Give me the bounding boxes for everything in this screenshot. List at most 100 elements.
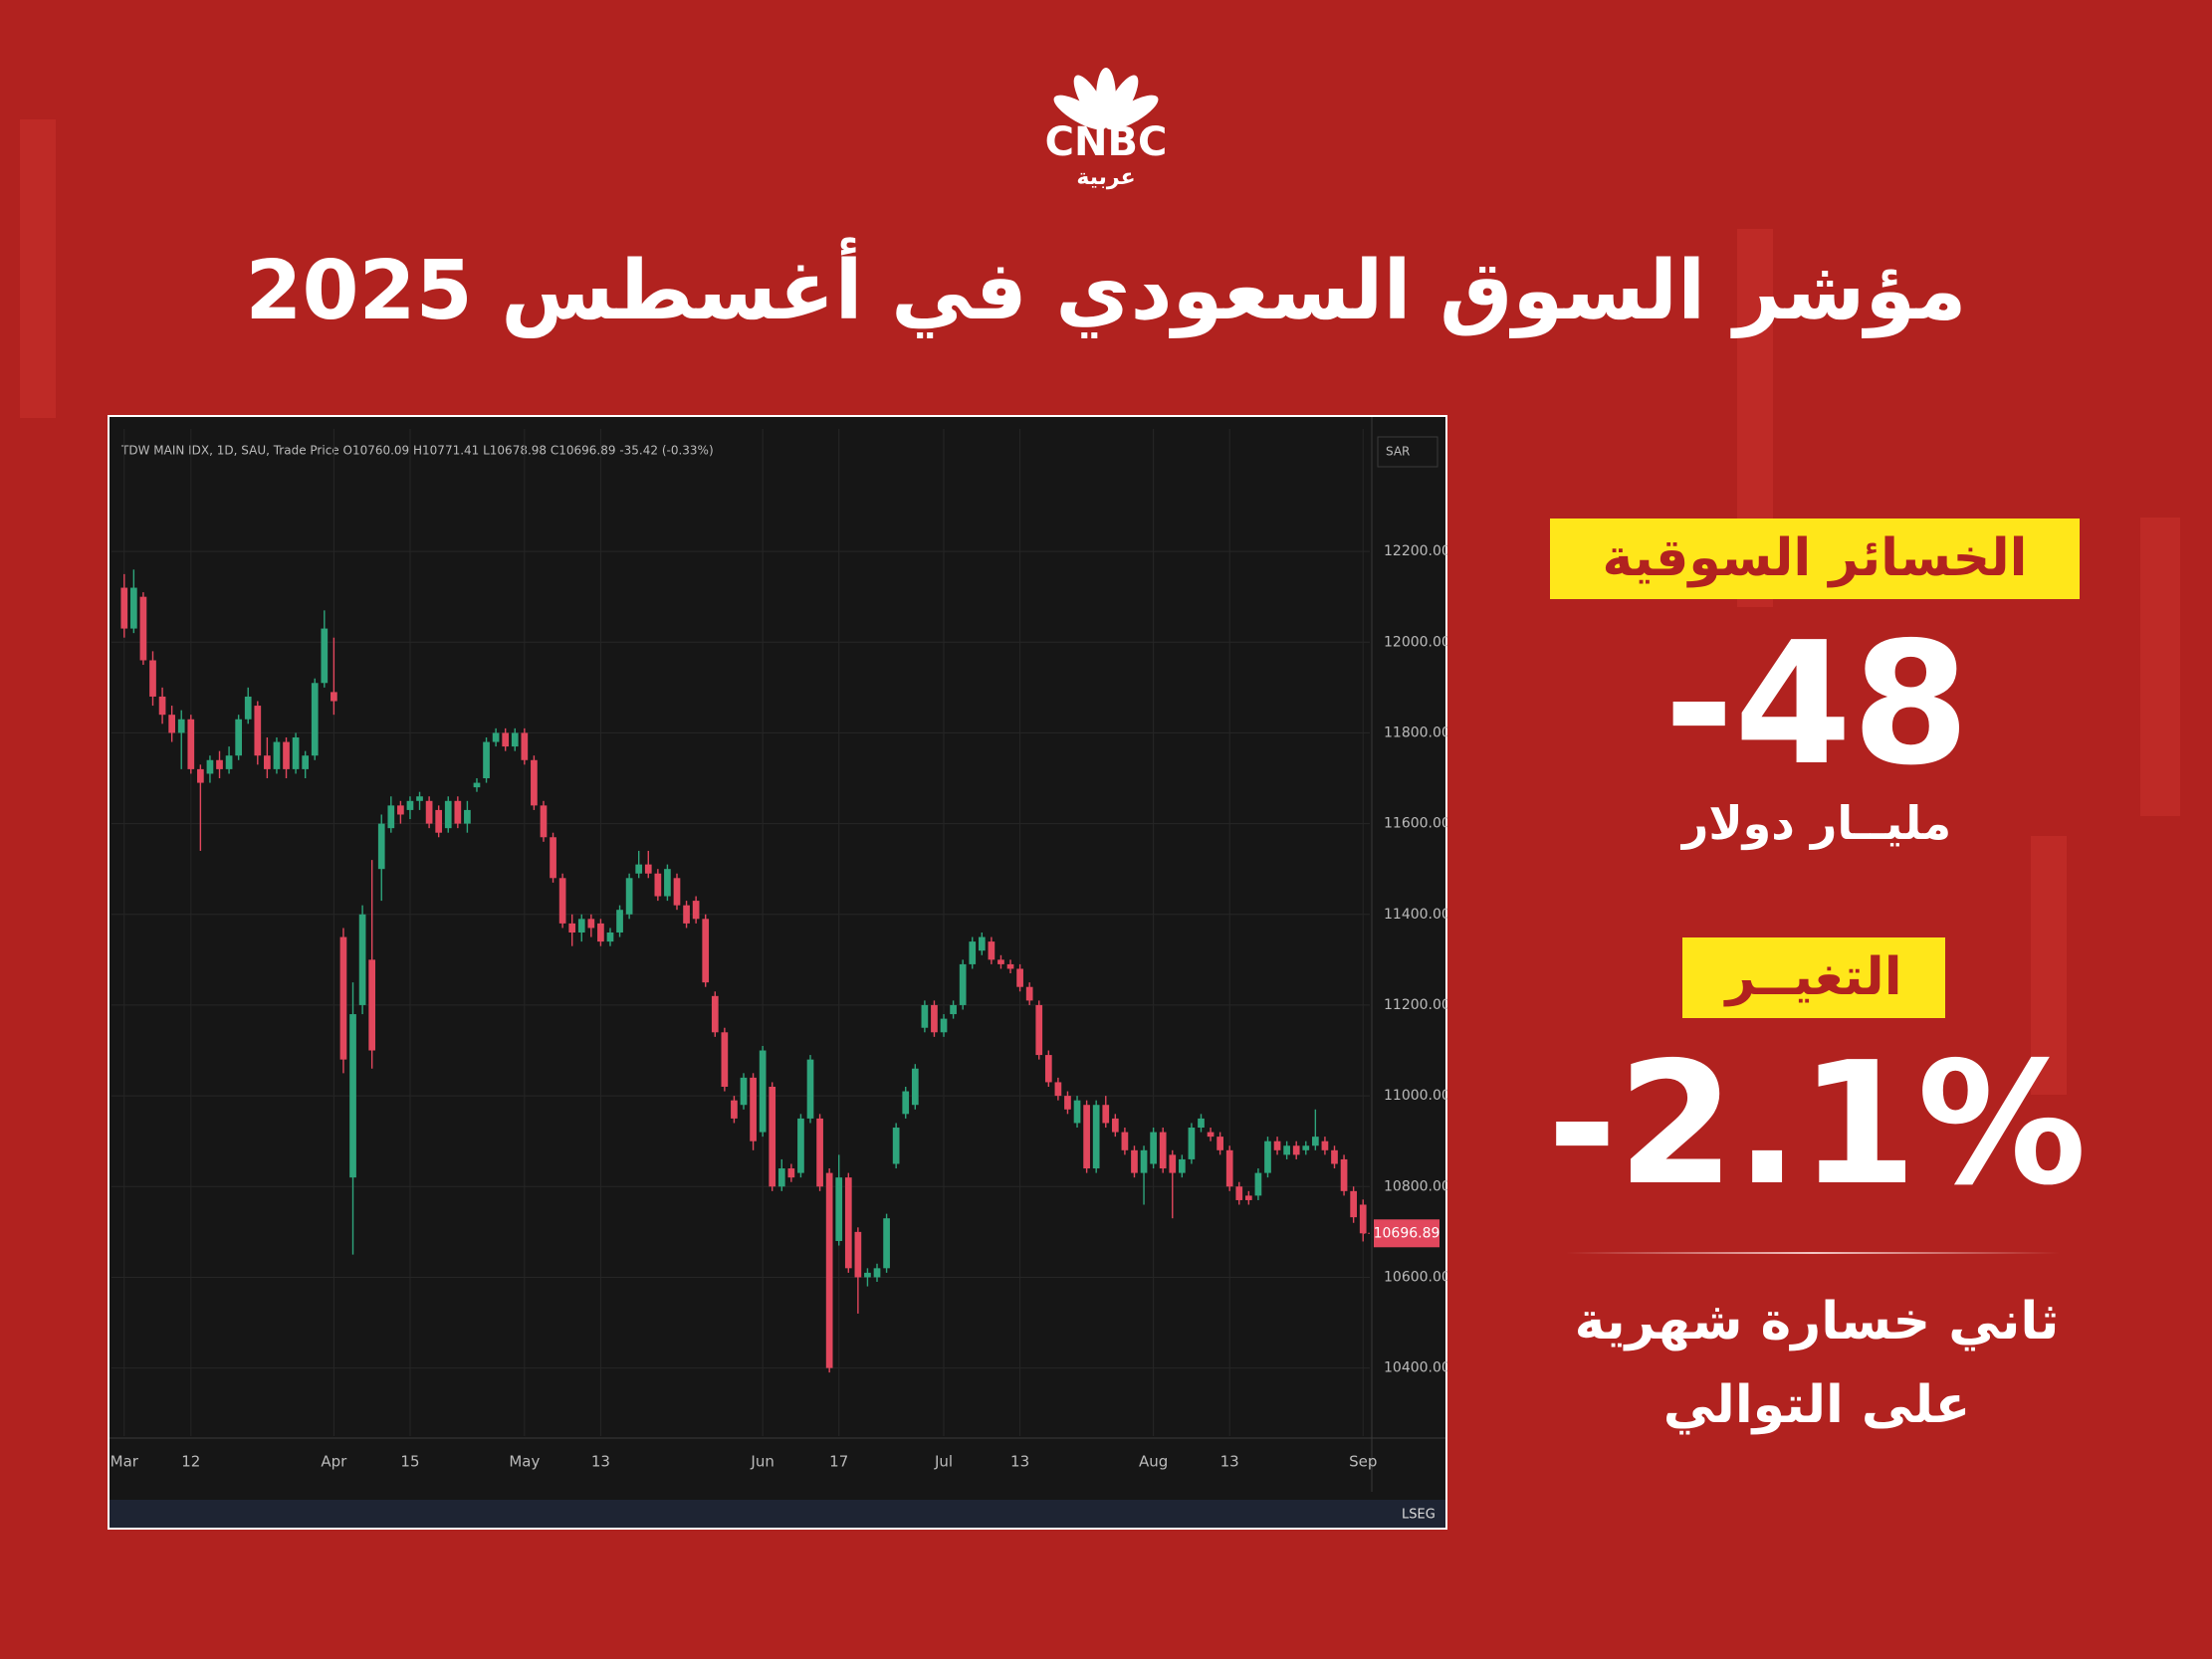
candle-body xyxy=(1054,1082,1062,1097)
candle-body xyxy=(558,878,566,924)
x-tick-label: 13 xyxy=(1220,1453,1239,1471)
chart-subtitle: TDW MAIN IDX, 1D, SAU, Trade Price O1076… xyxy=(120,444,714,458)
candle-body xyxy=(425,800,433,824)
candle-body xyxy=(331,692,337,702)
candle-body xyxy=(1006,963,1014,969)
candle-body xyxy=(273,741,281,769)
y-tick-label: 12000.00 xyxy=(1384,634,1447,650)
candle-body xyxy=(616,910,623,933)
x-tick-label: Apr xyxy=(321,1453,347,1471)
y-tick-label: 11200.00 xyxy=(1384,997,1447,1013)
chart: TDW MAIN IDX, 1D, SAU, Trade Price O1076… xyxy=(108,415,1447,1530)
candle-body xyxy=(1111,1118,1119,1133)
candle-body xyxy=(864,1272,871,1278)
candle-body xyxy=(1188,1128,1196,1159)
candle-body xyxy=(844,1177,852,1269)
candle-body xyxy=(1359,1204,1367,1234)
currency-box xyxy=(1377,436,1438,468)
x-tick-label: Jul xyxy=(934,1453,953,1471)
loss-value: -48 xyxy=(1663,606,1970,803)
candle-body xyxy=(587,919,595,929)
candle-body xyxy=(521,732,529,760)
candle-body xyxy=(797,1118,804,1173)
candle-body xyxy=(339,936,347,1060)
candle-body xyxy=(377,823,385,870)
candle-body xyxy=(1340,1158,1348,1191)
candle-body xyxy=(1225,1149,1233,1187)
candle-body xyxy=(664,869,671,897)
candle-body xyxy=(264,755,271,769)
candle-body xyxy=(702,919,710,983)
candle-body xyxy=(473,782,481,788)
candle-body xyxy=(940,1018,948,1033)
x-tick-label: Aug xyxy=(1139,1453,1168,1471)
candle-body xyxy=(959,963,967,1005)
candle-body xyxy=(1292,1145,1300,1155)
candle-body xyxy=(416,796,423,801)
candle-body xyxy=(769,1086,776,1187)
candle-body xyxy=(921,1004,929,1028)
candle-body xyxy=(854,1231,862,1278)
candle-body xyxy=(435,809,443,833)
chart-background xyxy=(110,417,1445,1528)
candle-body xyxy=(483,741,490,779)
note-line: ثاني خسارة شهرية xyxy=(1574,1292,2060,1351)
candle-body xyxy=(531,759,538,806)
candle-body xyxy=(311,683,319,756)
candle-body xyxy=(1235,1186,1243,1200)
candle-body xyxy=(244,696,252,720)
title: مؤشر السوق السعودي في أغسطس 2025 xyxy=(245,244,1967,338)
logo-text: CNBC xyxy=(1044,119,1168,165)
candle-body xyxy=(1207,1132,1215,1138)
candle-body xyxy=(1169,1154,1177,1173)
candle-body xyxy=(902,1091,910,1115)
candle-body xyxy=(197,768,204,783)
candle-body xyxy=(254,706,262,756)
candle-body xyxy=(1092,1105,1100,1169)
candle-body xyxy=(673,878,681,906)
loss-label: الخسائر السوقية xyxy=(1550,518,2080,599)
candle-body xyxy=(292,736,300,769)
candle-body xyxy=(120,587,128,629)
decoration xyxy=(20,119,56,418)
candle-body xyxy=(1102,1105,1110,1124)
change-value: -2.1% xyxy=(1546,1026,2088,1223)
candle-body xyxy=(1178,1158,1186,1173)
x-tick-label: 12 xyxy=(181,1453,200,1471)
candle-body xyxy=(358,914,366,1005)
candle-body xyxy=(1025,986,1033,1001)
candle-body xyxy=(550,837,556,879)
candle-body xyxy=(825,1172,833,1368)
candle-body xyxy=(1044,1055,1052,1083)
candle-body xyxy=(1321,1141,1329,1150)
currency: SAR xyxy=(1386,445,1410,459)
change-label: التغيــر xyxy=(1682,937,1945,1018)
candle-body xyxy=(406,800,414,810)
x-tick-label: May xyxy=(509,1453,540,1471)
candle-body xyxy=(597,923,604,942)
candle-body xyxy=(978,936,986,951)
candle-body xyxy=(1312,1137,1319,1146)
y-tick-label: 10400.00 xyxy=(1384,1360,1447,1376)
candle-body xyxy=(149,660,156,697)
y-tick-label: 11600.00 xyxy=(1384,816,1447,832)
candle-body xyxy=(1064,1096,1071,1110)
candle-body xyxy=(644,864,652,874)
y-tick-label: 10800.00 xyxy=(1384,1178,1447,1194)
candle-body xyxy=(883,1218,890,1269)
candle-body xyxy=(158,696,166,716)
y-tick-label: 12200.00 xyxy=(1384,543,1447,559)
candle-body xyxy=(139,596,147,661)
divider xyxy=(1566,1252,2060,1254)
candle-body xyxy=(1302,1145,1310,1150)
candle-body xyxy=(892,1128,900,1164)
candle-body xyxy=(969,941,977,964)
candle-body xyxy=(931,1004,938,1033)
loss-unit: مليــار دولار xyxy=(1681,796,1952,850)
candle-body xyxy=(777,1168,785,1187)
x-tick-label: Mar xyxy=(111,1453,139,1471)
last-price-tag xyxy=(1374,1219,1439,1248)
candle-body xyxy=(397,805,404,815)
candle-body xyxy=(1016,968,1023,987)
